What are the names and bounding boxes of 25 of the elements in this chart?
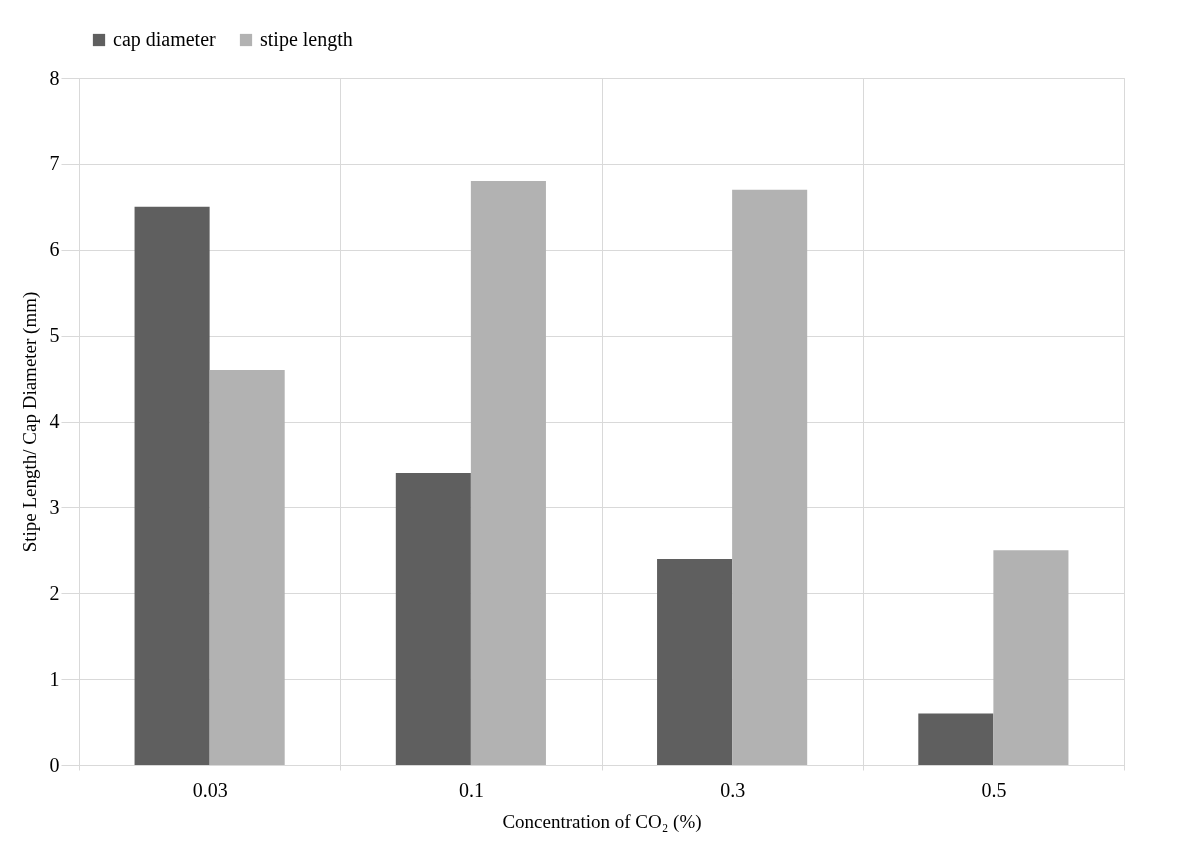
y-tick-label: 7	[49, 152, 60, 175]
y-tick-label: 3	[49, 495, 60, 518]
y-tick-label: 0	[49, 753, 60, 776]
legend-label: cap diameter	[113, 28, 217, 51]
y-axis-title: Stipe Length/ Cap Diameter (mm)	[18, 291, 41, 553]
y-tick-label: 1	[49, 667, 60, 690]
x-tick-label: 0.5	[981, 778, 1007, 801]
y-tick-label: 2	[49, 581, 60, 604]
y-tick-label: 4	[49, 410, 60, 432]
y-tick-label: 5	[49, 324, 60, 347]
x-tick-label: 0.3	[720, 778, 746, 801]
x-tick-label: 0.1	[458, 778, 484, 801]
bar	[134, 206, 210, 765]
bar	[209, 369, 285, 765]
legend-label: stipe length	[260, 28, 353, 51]
x-tick-label: 0.03	[192, 778, 228, 801]
y-tick-label: 6	[49, 238, 60, 261]
bar	[918, 713, 994, 765]
x-axis-title: Concentration of CO₂ (%)	[502, 810, 702, 833]
bar	[657, 558, 733, 765]
bar	[993, 550, 1069, 765]
y-tick-label: 8	[49, 66, 60, 89]
bar	[732, 189, 808, 765]
bar	[395, 473, 471, 765]
bar	[470, 181, 546, 765]
